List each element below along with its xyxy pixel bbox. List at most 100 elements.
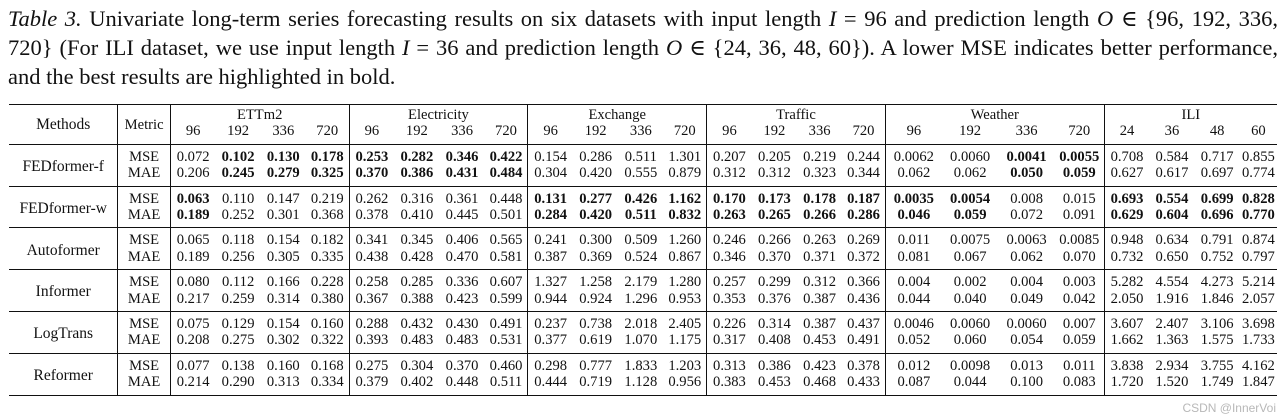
value-cell: 4.162 — [1241, 357, 1275, 374]
value-cell: 0.080 — [169, 269, 216, 291]
value-cell: 0.178 — [797, 186, 842, 207]
table-row: MAE 0.217 0.259 0.314 0.380 0.367 0.388 0.423 0.… — [9, 290, 1277, 313]
metric-label: MSE — [117, 144, 171, 166]
value-cell: 0.752 — [1194, 248, 1240, 271]
value-cell: 0.277 — [573, 186, 618, 207]
value-cell: 0.0041 — [998, 144, 1055, 165]
value-cell: 0.258 — [348, 269, 395, 291]
best-value: 0.699 — [1200, 190, 1234, 207]
value-cell: 0.468 — [797, 374, 843, 396]
value-cell: 0.607 — [489, 274, 523, 291]
metric-label: MAE — [117, 332, 171, 354]
metric-label: MAE — [117, 207, 171, 229]
value-cell: 0.160 — [310, 316, 344, 333]
value-cell: 0.697 — [1194, 165, 1240, 187]
value-cell: 3.755 — [1200, 357, 1234, 374]
table-row: MAE 0.208 0.275 0.302 0.322 0.393 0.483 0.483 0.… — [9, 332, 1277, 354]
value-cell: 0.376 — [751, 290, 797, 313]
value-cell: 0.511 — [624, 148, 657, 165]
best-value: 0.059 — [953, 207, 987, 224]
value-cell: 0.207 — [706, 144, 752, 166]
best-value: 0.187 — [847, 190, 880, 207]
value-cell: 0.0098 — [950, 357, 991, 374]
value-cell: 0.059 — [1054, 165, 1105, 187]
math-var-o: O — [665, 35, 683, 60]
value-cell: 0.049 — [998, 290, 1055, 313]
horizon-header: 96 — [527, 123, 574, 145]
value-cell: 0.483 — [394, 332, 440, 354]
value-cell: 0.524 — [618, 248, 664, 271]
best-value: 0.253 — [355, 148, 389, 165]
best-value: 0.263 — [713, 207, 746, 224]
value-cell: 0.531 — [484, 332, 528, 354]
horizon-header: 192 — [751, 123, 797, 145]
value-cell: 0.791 — [1200, 232, 1234, 249]
best-value: 0.178 — [803, 190, 837, 207]
value-cell: 0.072 — [169, 144, 216, 166]
value-cell: 0.059 — [1054, 332, 1105, 354]
value-cell: 1.520 — [1149, 374, 1195, 396]
horizon-header: 96 — [884, 123, 942, 145]
table-row: Informer MSE 0.080 0.112 0.166 0.228 0.258 0.28… — [9, 269, 1277, 313]
header-metric: Metric — [117, 104, 171, 145]
value-cell: 0.0062 — [884, 144, 942, 166]
table-row: LogTrans MSE 0.075 0.129 0.154 0.160 0.288 0.43… — [9, 311, 1277, 354]
best-value: 0.386 — [400, 165, 434, 182]
dataset-header: Weather — [884, 104, 1105, 124]
value-cell: 0.160 — [266, 357, 300, 374]
value-cell: 0.173 — [752, 186, 797, 207]
value-cell: 0.460 — [489, 357, 523, 374]
best-value: 0.770 — [1241, 207, 1275, 224]
dataset-header: Electricity — [348, 104, 528, 124]
value-cell: 0.867 — [663, 248, 707, 271]
value-cell: 0.509 — [624, 232, 658, 249]
method-name: Autoformer — [9, 227, 118, 271]
value-cell: 1.327 — [527, 269, 574, 291]
math-in: ∈ — [1113, 6, 1146, 31]
best-value: 0.604 — [1155, 207, 1189, 224]
value-cell: 1.846 — [1194, 290, 1240, 313]
horizon-header: 60 — [1239, 123, 1277, 145]
method-name: FEDformer-f — [9, 144, 118, 187]
value-cell: 0.081 — [884, 248, 942, 271]
best-value: 0.059 — [1062, 165, 1096, 182]
value-cell: 1.833 — [624, 357, 658, 374]
value-cell: 0.263 — [706, 207, 752, 229]
value-cell: 0.379 — [348, 374, 395, 396]
value-cell: 0.118 — [221, 232, 255, 249]
value-cell: 0.832 — [663, 207, 707, 229]
value-cell: 0.070 — [1054, 248, 1105, 271]
value-cell: 0.717 — [1200, 148, 1234, 165]
value-cell: 0.205 — [757, 148, 791, 165]
value-cell: 0.266 — [797, 207, 843, 229]
math-eq: = — [409, 35, 436, 60]
best-value: 0.0041 — [1006, 148, 1047, 165]
best-value: 0.554 — [1155, 190, 1189, 207]
value-cell: 0.345 — [400, 232, 434, 249]
value-cell: 0.102 — [216, 144, 261, 165]
value-cell: 0.063 — [169, 186, 216, 208]
value-cell: 0.484 — [484, 165, 528, 187]
value-cell: 0.170 — [706, 186, 752, 208]
best-value: 0.693 — [1110, 190, 1144, 207]
best-value: 0.346 — [445, 148, 479, 165]
value-cell: 0.378 — [847, 357, 880, 374]
value-cell: 0.091 — [1054, 207, 1105, 229]
value-cell: 0.286 — [842, 207, 886, 229]
value-cell: 0.777 — [579, 357, 613, 374]
value-cell: 0.770 — [1239, 207, 1277, 229]
math-value: 36 — [435, 35, 459, 60]
value-cell: 0.178 — [306, 144, 349, 165]
value-cell: 0.257 — [706, 269, 752, 291]
value-cell: 0.217 — [169, 290, 216, 313]
value-cell: 0.299 — [757, 274, 791, 291]
table-row: Autoformer MSE 0.065 0.118 0.154 0.182 0.341 0.… — [9, 227, 1277, 271]
value-cell: 0.0055 — [1055, 144, 1104, 165]
value-cell: 0.284 — [527, 207, 574, 229]
value-cell: 0.406 — [445, 232, 479, 249]
value-cell: 1.363 — [1149, 332, 1195, 354]
value-cell: 0.448 — [489, 190, 523, 207]
value-cell: 0.650 — [1149, 248, 1195, 271]
value-cell: 0.0046 — [884, 311, 942, 333]
best-value: 0.063 — [176, 190, 210, 207]
